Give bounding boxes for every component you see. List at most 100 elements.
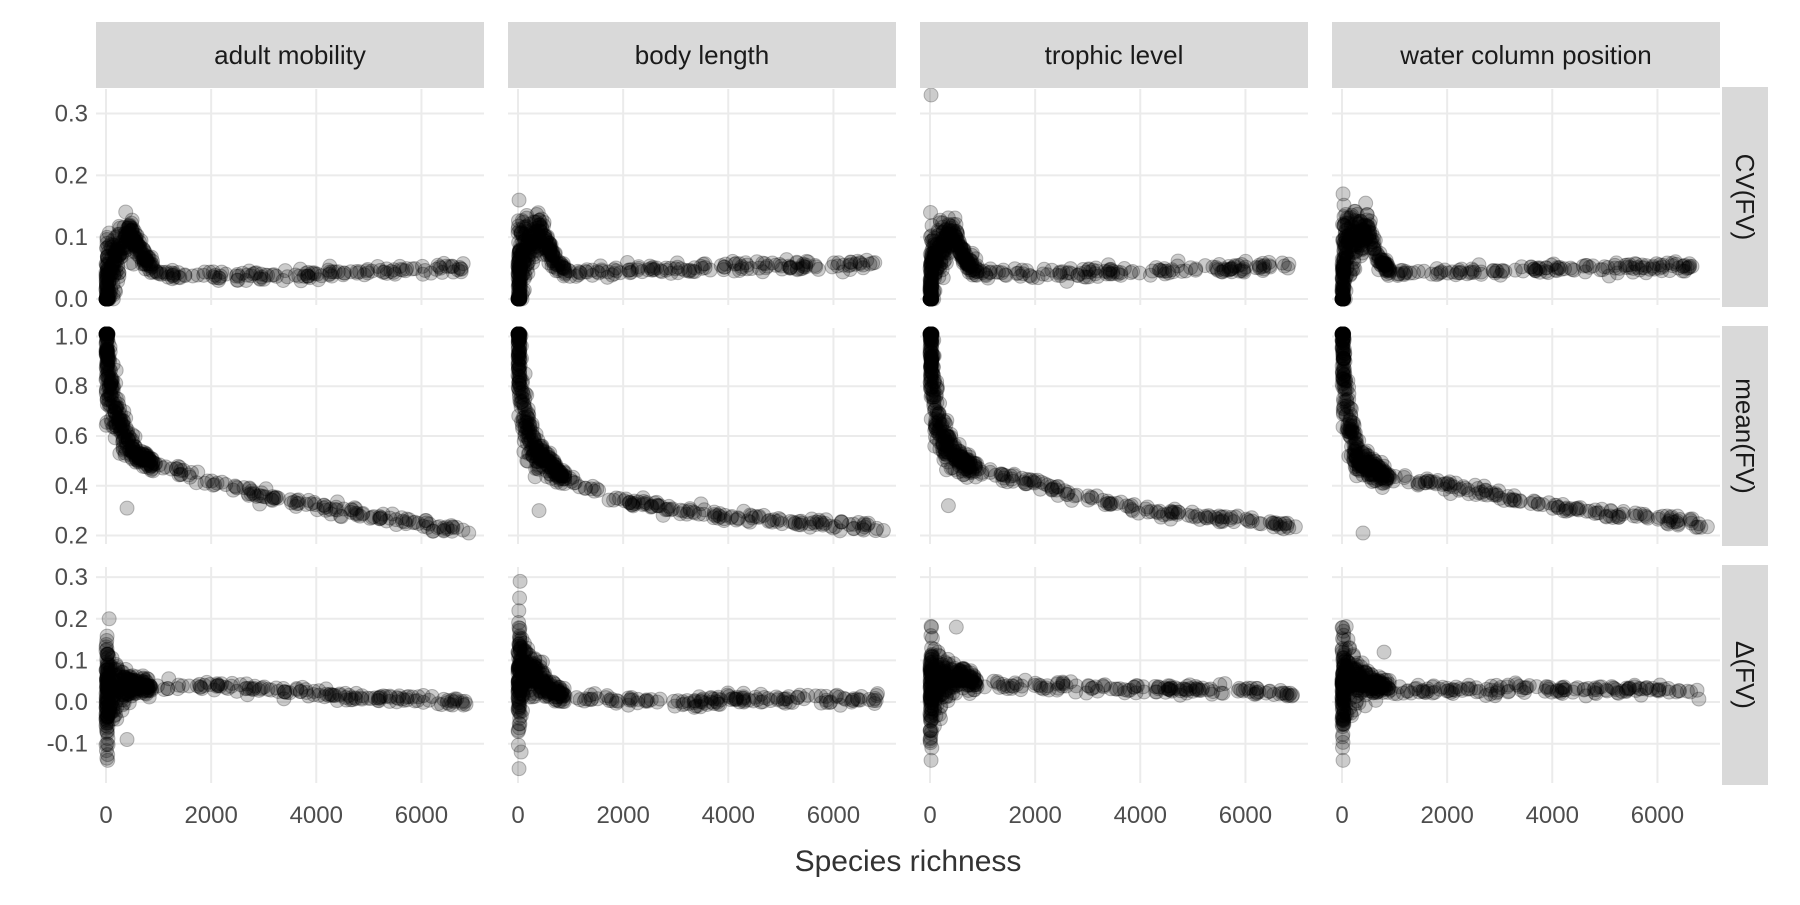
- data-point: [126, 685, 140, 699]
- data-point: [945, 670, 959, 684]
- data-point: [99, 418, 113, 432]
- data-point: [336, 268, 350, 282]
- data-point: [979, 267, 993, 281]
- data-point: [562, 264, 576, 278]
- data-point: [1515, 260, 1529, 274]
- data-point: [790, 256, 804, 270]
- data-point: [454, 262, 468, 276]
- data-point: [102, 612, 116, 626]
- data-point: [429, 262, 443, 276]
- data-point: [1053, 266, 1067, 280]
- data-point: [680, 694, 694, 708]
- data-point: [673, 507, 687, 521]
- data-point: [513, 292, 527, 306]
- data-point: [622, 263, 636, 277]
- data-point: [1336, 259, 1350, 273]
- data-point: [848, 257, 862, 271]
- data-point: [1336, 187, 1350, 201]
- data-point: [123, 218, 137, 232]
- data-point: [1144, 504, 1158, 518]
- data-point: [870, 687, 884, 701]
- data-point: [793, 688, 807, 702]
- data-point: [812, 513, 826, 527]
- data-point: [1337, 210, 1351, 224]
- panel-points: [511, 193, 882, 306]
- data-point: [580, 265, 594, 279]
- data-point: [1161, 682, 1175, 696]
- data-point: [808, 258, 822, 272]
- data-point: [1495, 264, 1509, 278]
- data-point: [513, 574, 527, 588]
- data-point: [1583, 260, 1597, 274]
- data-point: [157, 683, 171, 697]
- data-point: [996, 468, 1010, 482]
- data-point: [100, 236, 114, 250]
- data-point: [215, 265, 229, 279]
- data-point: [602, 493, 616, 507]
- data-point: [1061, 485, 1075, 499]
- data-point: [512, 277, 526, 291]
- data-point: [133, 245, 147, 259]
- data-point: [512, 762, 526, 776]
- data-point: [120, 501, 134, 515]
- data-point: [1266, 516, 1280, 530]
- data-point: [514, 745, 528, 759]
- data-point: [1132, 266, 1146, 280]
- data-point: [924, 699, 938, 713]
- data-point: [573, 693, 587, 707]
- data-point: [1104, 262, 1118, 276]
- data-point: [1467, 265, 1481, 279]
- data-point: [100, 393, 114, 407]
- data-point: [949, 620, 963, 634]
- data-point: [512, 389, 526, 403]
- data-point: [532, 504, 546, 518]
- data-point: [1090, 264, 1104, 278]
- data-point: [513, 681, 527, 695]
- data-point: [956, 243, 970, 257]
- data-point: [112, 417, 126, 431]
- data-point: [1639, 266, 1653, 280]
- data-point: [254, 682, 268, 696]
- panel-points: [1335, 187, 1699, 306]
- panel-points: [511, 574, 884, 775]
- data-point: [923, 247, 937, 261]
- data-point: [650, 495, 664, 509]
- data-point: [700, 697, 714, 711]
- data-point: [1241, 681, 1255, 695]
- data-point: [996, 263, 1010, 277]
- data-point: [959, 255, 973, 269]
- data-point: [374, 511, 388, 525]
- data-point: [513, 591, 527, 605]
- data-point: [1272, 687, 1286, 701]
- data-point: [277, 692, 291, 706]
- data-point: [543, 467, 557, 481]
- data-point: [1258, 258, 1272, 272]
- data-point: [100, 673, 114, 687]
- data-point: [876, 524, 890, 538]
- data-point: [644, 262, 658, 276]
- data-point: [851, 693, 865, 707]
- data-point: [512, 647, 526, 661]
- data-point: [717, 263, 731, 277]
- data-point: [462, 526, 476, 540]
- data-point: [925, 664, 939, 678]
- data-point: [1564, 261, 1578, 275]
- data-point: [1050, 683, 1064, 697]
- data-point: [767, 513, 781, 527]
- data-point: [368, 691, 382, 705]
- data-point: [924, 205, 938, 219]
- data-point: [528, 446, 542, 460]
- data-point: [788, 516, 802, 530]
- data-point: [307, 267, 321, 281]
- data-point: [774, 259, 788, 273]
- data-point: [189, 476, 203, 490]
- data-point: [416, 689, 430, 703]
- data-point: [1096, 679, 1110, 693]
- data-point: [525, 425, 539, 439]
- data-point: [511, 259, 525, 273]
- data-point: [101, 694, 115, 708]
- data-point: [924, 279, 938, 293]
- data-point: [1204, 682, 1218, 696]
- data-point: [1361, 225, 1375, 239]
